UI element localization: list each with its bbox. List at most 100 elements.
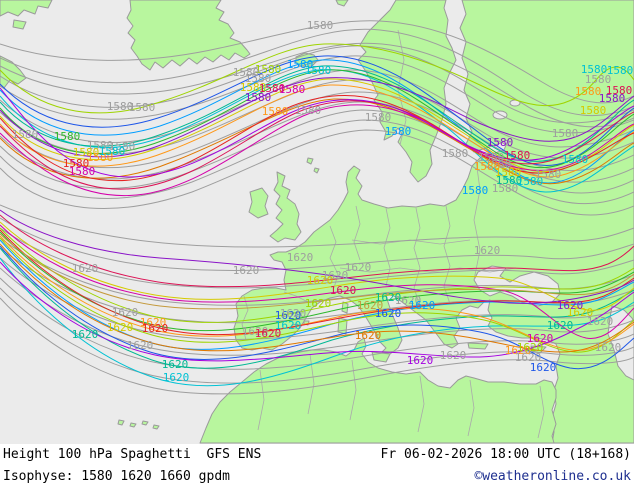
contour-label: 1620 [127,339,154,352]
contour-label: 1580 [73,146,100,159]
ensemble-member-line [0,87,634,178]
ensemble-member-line [0,119,634,205]
contour-label: 1620 [355,329,382,342]
contour-label: 1620 [322,269,349,282]
contour-label: 1620 [112,306,139,319]
contour-label: 1580 [606,84,633,97]
ensemble-member-line [0,214,634,288]
contour-label: 1620 [280,307,307,320]
contour-label: 1620 [595,341,622,354]
land-ireland [248,187,269,219]
ensemble-member-line [0,247,634,324]
contour-label: 1580 [109,140,136,153]
ensemble-member-line [0,261,634,362]
land-greenland [126,0,251,71]
contour-label: 1620 [142,322,169,335]
ensemble-member-line [0,69,634,193]
ensemble-member-line [0,43,634,114]
ensemble-member-line [0,28,634,117]
contour-label: 1580 [245,72,272,85]
contour-label: 1580 [552,127,579,140]
contour-label: 1620 [530,361,557,374]
landmass-layer [0,0,634,444]
contour-label: 1620 [547,319,574,332]
product-title: Height 100 hPa Spaghetti GFS ENS [3,447,262,462]
contour-label: 1580 [63,157,90,170]
ensemble-member-line [0,77,634,158]
contour-label: 1580 [504,149,531,162]
contour-label: 1620 [527,332,554,345]
contour-label: 1580 [485,158,512,171]
ensemble-member-line [0,101,634,183]
contour-label: 1620 [255,327,282,340]
ensemble-member-line [0,204,634,248]
ensemble-member-line [0,42,634,128]
contour-label: 1580 [607,64,634,77]
contour-label: 1580 [245,91,272,104]
ensemble-member-line [0,297,634,395]
contour-label: 1580 [233,66,260,79]
contour-label: 1620 [242,325,269,338]
contour-label: 1580 [262,105,289,118]
contour-label: 1580 [69,165,96,178]
ensemble-member-line [0,267,634,356]
contour-label: 1580 [517,175,544,188]
ensemble-member-line [0,229,634,336]
valid-time: Fr 06-02-2026 18:00 UTC (18+168) [380,447,631,462]
contour-label: 1580 [581,63,608,76]
contour-label: 1620 [287,251,314,264]
contour-label: 1580 [365,111,392,124]
contour-label: 1580 [478,151,505,164]
ensemble-member-line [0,217,634,271]
ensemble-member-line [0,227,634,323]
contour-label: 1620 [162,358,189,371]
contour-label: 1620 [275,319,302,332]
contour-label: 1620 [440,349,467,362]
ensemble-member-line [0,45,634,124]
land-svalbard [335,0,349,7]
contour-label: 1580 [255,63,282,76]
contour-label: 1580 [492,182,519,195]
contour-label: 1580 [87,139,114,152]
contour-label: 1580 [585,73,612,86]
contour-label: 1580 [496,174,523,187]
contour-label: 1580 [535,168,562,181]
contour-label: 1580 [240,81,267,94]
ensemble-member-line [0,257,634,387]
contour-label: 1580 [295,104,322,117]
contour-label: 1580 [487,136,514,149]
footer: Height 100 hPa Spaghetti GFS ENS Fr 06-02… [0,444,634,490]
land-north-africa [199,337,557,444]
contour-label: 1620 [587,315,614,328]
contour-label: 1620 [107,321,134,334]
spaghetti-lines-layer [0,20,634,395]
contour-label: 1580 [54,130,81,143]
contour-label: 1580 [279,83,306,96]
ensemble-member-line [0,104,634,197]
ensemble-member-line [0,95,634,182]
footer-row-2: Isophyse: 1580 1620 1660 gpdm ©weatheronl… [0,466,634,488]
contour-label: 1620 [407,354,434,367]
contour-label: 1620 [163,371,190,384]
isohypse-legend: Isophyse: 1580 1620 1660 gpdm [3,469,230,484]
contour-label: 1580 [562,153,589,166]
contour-label: 1620 [233,264,260,277]
ensemble-member-line [0,277,634,370]
contour-label: 1620 [474,244,501,257]
ensemble-member-line [0,209,634,304]
ensemble-member-line [0,239,634,350]
contour-label: 1580 [462,184,489,197]
ensemble-member-line [0,237,634,353]
contour-label: 1620 [375,291,402,304]
contour-label: 1620 [567,306,594,319]
land-great-britain [269,171,302,243]
land-canary-islands [117,419,160,430]
contour-label: 1620 [275,309,302,322]
contour-label: 1580 [580,104,607,117]
caspian-sea [607,305,634,381]
ensemble-member-line [0,245,634,370]
contour-label: 1620 [330,284,357,297]
contour-label: 1580 [385,125,412,138]
